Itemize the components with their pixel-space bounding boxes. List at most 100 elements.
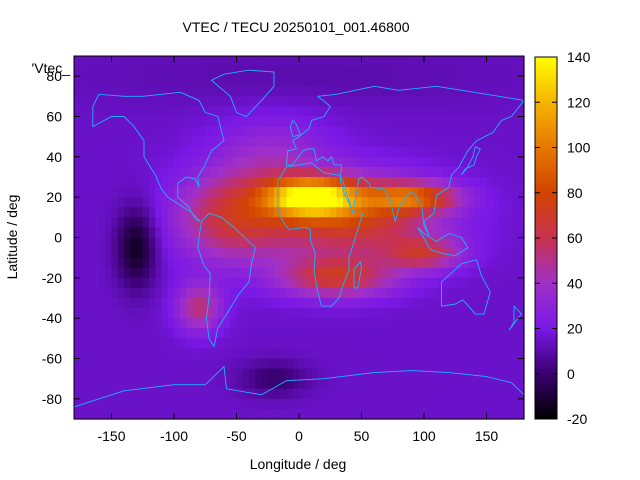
heatmap-cell [305, 187, 313, 198]
heatmap-cell [405, 328, 413, 339]
heatmap-cell [292, 368, 300, 380]
heatmap-cell [361, 247, 369, 259]
heatmap-cell [74, 126, 81, 138]
heatmap-cell [361, 267, 369, 279]
heatmap-cell [411, 237, 419, 249]
heatmap-cell [517, 136, 525, 148]
heatmap-cell [455, 166, 463, 178]
heatmap-cell [349, 348, 356, 360]
heatmap-cell [399, 177, 406, 188]
heatmap-cell [292, 308, 300, 319]
heatmap-cell [105, 56, 113, 67]
heatmap-cell [242, 388, 250, 400]
heatmap-cell [80, 378, 88, 390]
heatmap-cell [99, 308, 106, 319]
heatmap-cell [80, 96, 88, 108]
heatmap-cell [305, 207, 313, 218]
heatmap-cell [392, 227, 400, 239]
heatmap-cell [149, 207, 156, 218]
heatmap-cell [342, 328, 350, 339]
heatmap-cell [149, 287, 156, 299]
heatmap-cell [174, 126, 181, 138]
heatmap-cell [174, 408, 181, 420]
heatmap-cell [224, 146, 231, 158]
heatmap-cell [74, 96, 81, 108]
heatmap-cell [505, 338, 513, 350]
heatmap-cell [105, 146, 113, 158]
heatmap-cell [424, 338, 431, 350]
heatmap-cell [374, 76, 381, 87]
heatmap-cell [174, 146, 181, 158]
heatmap-cell [305, 217, 313, 229]
heatmap-cell [192, 368, 200, 380]
heatmap-cell [299, 197, 306, 208]
heatmap-cell [274, 378, 281, 390]
heatmap-cell [192, 287, 200, 299]
heatmap-cell [392, 338, 400, 350]
heatmap-cell [161, 378, 169, 390]
heatmap-cell [492, 257, 500, 269]
heatmap-cell [417, 388, 425, 400]
heatmap-cell [292, 166, 300, 178]
heatmap-cell [199, 388, 206, 400]
heatmap-cell [455, 358, 463, 370]
heatmap-cell [324, 398, 331, 410]
heatmap-cell [324, 146, 331, 158]
heatmap-cell [511, 86, 519, 97]
heatmap-cell [142, 126, 150, 138]
heatmap-cell [411, 247, 419, 259]
heatmap-cell [149, 358, 156, 370]
heatmap-cell [280, 116, 288, 128]
heatmap-cell [330, 166, 338, 178]
heatmap-cell [211, 177, 219, 188]
heatmap-cell [317, 187, 325, 198]
heatmap-cell [199, 338, 206, 350]
heatmap-cell [174, 277, 181, 289]
heatmap-cell [467, 237, 475, 249]
heatmap-cell [299, 116, 306, 128]
heatmap-cell [186, 116, 194, 128]
heatmap-cell [180, 177, 188, 188]
heatmap-cell [167, 267, 175, 279]
heatmap-cell [424, 318, 431, 329]
heatmap-cell [511, 56, 519, 67]
heatmap-cell [311, 358, 319, 370]
heatmap-cell [255, 86, 263, 97]
heatmap-cell [180, 368, 188, 380]
heatmap-cell [467, 136, 475, 148]
heatmap-cell [499, 237, 506, 249]
heatmap-cell [105, 358, 113, 370]
heatmap-cell [99, 348, 106, 360]
heatmap-cell [380, 267, 388, 279]
heatmap-cell [355, 66, 363, 77]
heatmap-cell [205, 348, 213, 360]
heatmap-cell [105, 388, 113, 400]
heatmap-cell [192, 277, 200, 289]
heatmap-cell [167, 136, 175, 148]
heatmap-cell [205, 247, 213, 259]
heatmap-cell [436, 398, 444, 410]
heatmap-cell [455, 207, 463, 218]
heatmap-cell [499, 66, 506, 77]
heatmap-cell [74, 237, 81, 249]
heatmap-cell [336, 146, 344, 158]
heatmap-cell [374, 298, 381, 309]
heatmap-cell [180, 207, 188, 218]
heatmap-cell [355, 217, 363, 229]
heatmap-cell [317, 277, 325, 289]
heatmap-cell [336, 378, 344, 390]
heatmap-cell [305, 126, 313, 138]
heatmap-cell [142, 56, 150, 67]
heatmap-cell [317, 287, 325, 299]
heatmap-cell [186, 66, 194, 77]
heatmap-cell [361, 96, 369, 108]
heatmap-cell [517, 156, 525, 168]
heatmap-cell [99, 318, 106, 329]
heatmap-cell [136, 136, 144, 148]
heatmap-cell [211, 76, 219, 87]
heatmap-cell [86, 66, 94, 77]
heatmap-cell [336, 408, 344, 420]
heatmap-cell [242, 318, 250, 329]
heatmap-cell [392, 177, 400, 188]
heatmap-cell [174, 348, 181, 360]
